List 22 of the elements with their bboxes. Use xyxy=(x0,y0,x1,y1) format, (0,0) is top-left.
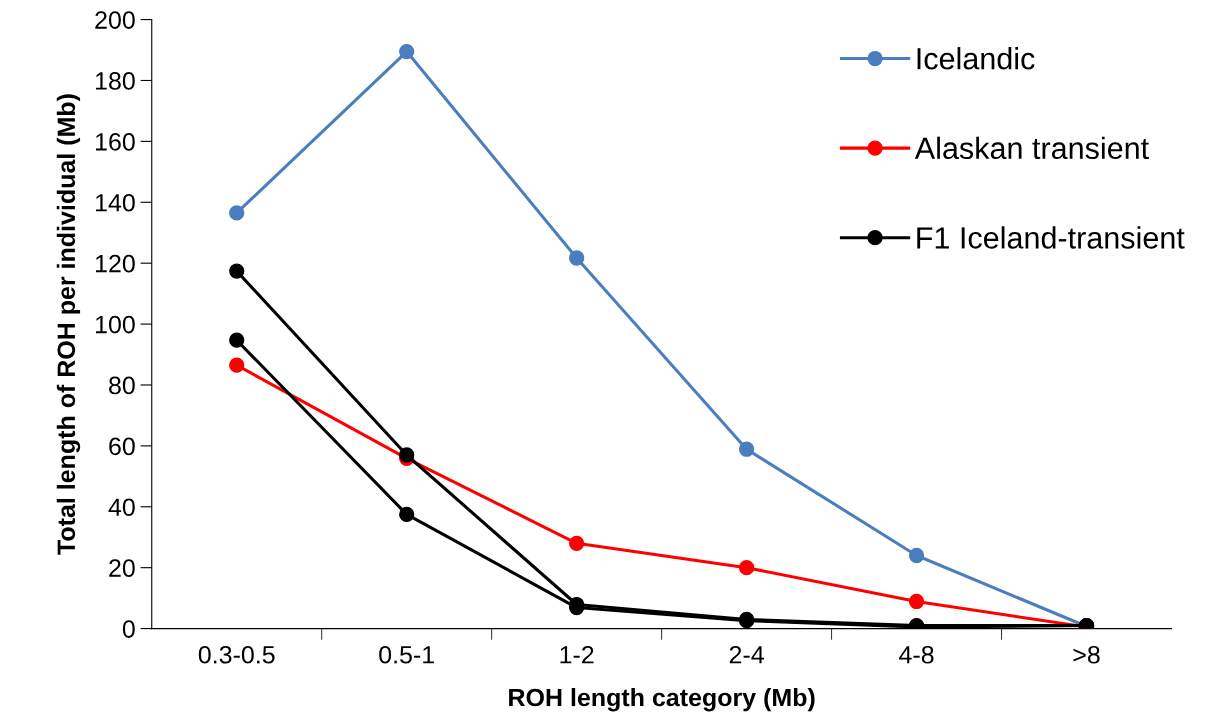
y-tick-label: 160 xyxy=(95,132,135,151)
y-tick-label: 120 xyxy=(95,254,135,273)
x-tick-label: 4-8 xyxy=(899,645,934,664)
y-tick-label: 0 xyxy=(122,620,135,638)
y-tick-label: 40 xyxy=(108,498,135,517)
y-tick-label: 180 xyxy=(95,72,135,90)
x-axis-title: ROH length category (Mb) xyxy=(509,687,815,712)
y-tick-label: 60 xyxy=(109,437,135,456)
y-tick-label: 140 xyxy=(95,193,135,212)
x-tick-label: 0.3-0.5 xyxy=(198,645,275,664)
x-tick-label: 2-4 xyxy=(729,645,764,664)
y-axis-title: Total length of ROH per individual (Mb) xyxy=(56,94,81,555)
y-tick-label: 200 xyxy=(95,11,135,29)
legend-label: Icelandic xyxy=(917,47,1035,70)
legend-label: Alaskan transient xyxy=(914,136,1149,160)
legend-label: F1 Iceland-transient xyxy=(917,226,1185,249)
y-tick-label: 80 xyxy=(109,376,135,395)
y-tick-label: 100 xyxy=(95,315,135,334)
x-tick-label: 1-2 xyxy=(560,645,594,664)
x-tick-label: 0.5-1 xyxy=(379,645,434,664)
x-tick-label: >8 xyxy=(1073,645,1100,664)
y-tick-label: 20 xyxy=(109,559,135,577)
